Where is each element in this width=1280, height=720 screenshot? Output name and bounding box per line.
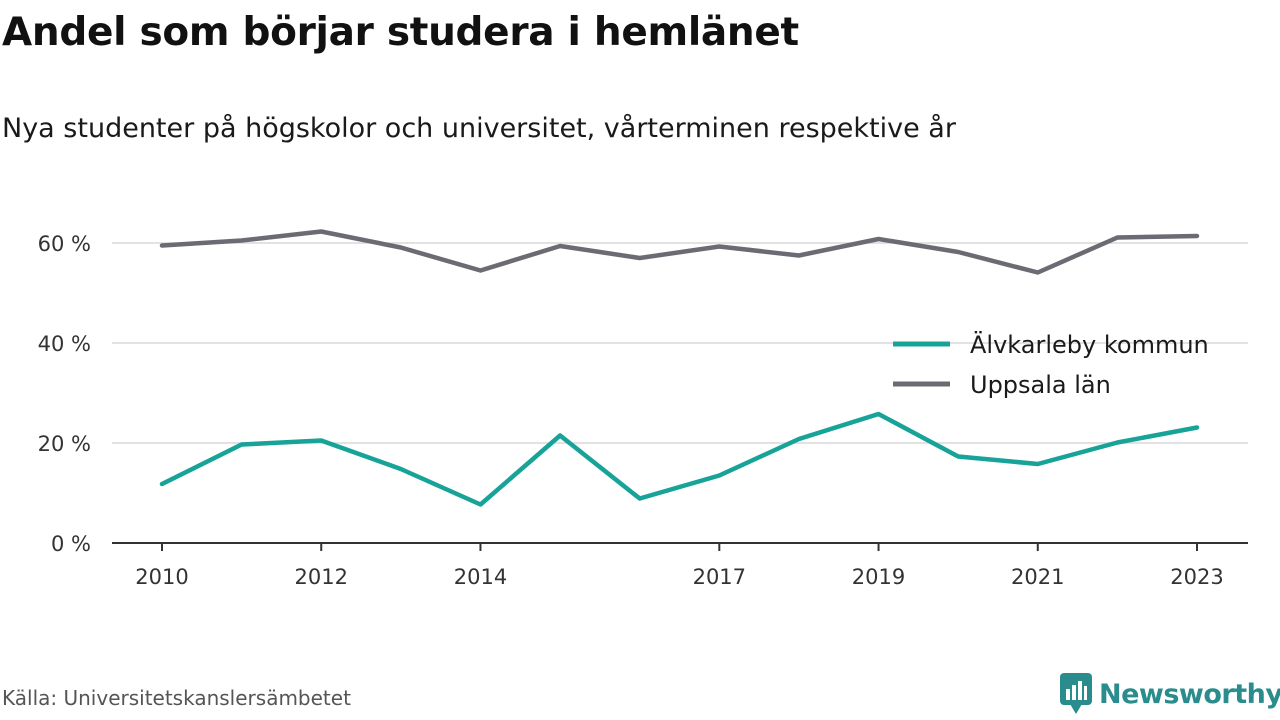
chart-title: Andel som börjar studera i hemlänet [2,10,799,55]
series-lines [159,229,1200,507]
series-line-älvkarleby-kommun [159,411,1200,507]
line-chart: 0 % 20 % 40 % 60 % 2010 2012 2014 2017 2019 2021… [38,229,1248,589]
x-tick-label: 2019 [852,565,905,589]
brand-name: Newsworthy [1099,678,1280,710]
legend-label: Älvkarleby kommun [970,330,1209,359]
x-tick-label: 2010 [135,565,188,589]
chart-subtitle: Nya studenter på högskolor och universit… [2,113,956,144]
source-note: Källa: Universitetskanslersämbetet [2,686,351,710]
series-line-uppsala-län [159,229,1200,275]
x-tick-label: 2017 [693,565,746,589]
legend: Älvkarleby kommun Uppsala län [893,330,1209,399]
x-tick-label: 2021 [1011,565,1064,589]
y-tick-label: 60 % [38,232,91,256]
newsworthy-logo-icon [1060,673,1092,714]
brand-logo[interactable]: Newsworthy [1060,672,1280,716]
x-tick-label: 2014 [454,565,507,589]
y-tick-label: 20 % [38,432,91,456]
y-tick-label: 0 % [51,532,91,556]
y-axis: 0 % 20 % 40 % 60 % [38,232,91,556]
x-tick-label: 2023 [1170,565,1223,589]
x-tick-label: 2012 [295,565,348,589]
legend-label: Uppsala län [970,371,1111,399]
y-tick-label: 40 % [38,332,91,356]
x-axis: 2010 2012 2014 2017 2019 2021 2023 [112,542,1248,589]
